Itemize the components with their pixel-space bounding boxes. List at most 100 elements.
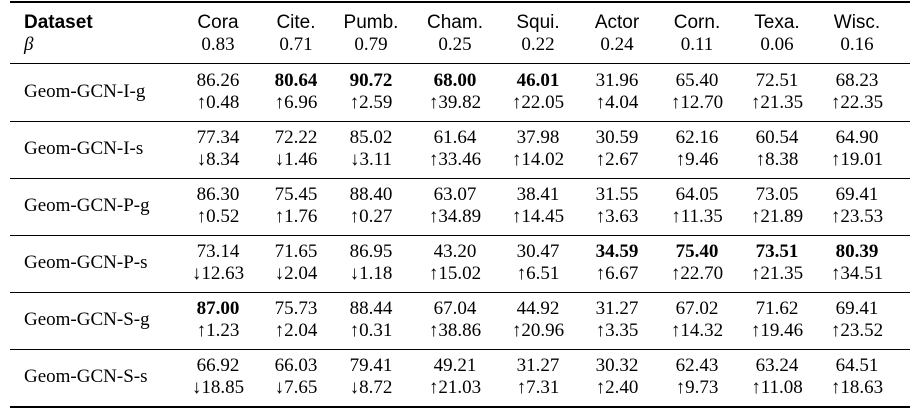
delta-cell: ↓18.85: [191, 377, 245, 398]
delta-cell: ↑7.31: [516, 377, 560, 398]
value-cell: 49.21: [433, 355, 477, 376]
column-beta: 0.83: [201, 34, 235, 55]
delta-cell: ↓2.04: [274, 263, 318, 284]
value-cell: 69.41: [835, 184, 879, 205]
value-cell: 62.43: [675, 355, 719, 376]
value-cell: 62.16: [675, 127, 719, 148]
row-separator: [10, 349, 910, 350]
value-cell: 65.40: [675, 70, 719, 91]
value-cell: 77.34: [196, 127, 240, 148]
delta-cell: ↑0.52: [196, 206, 240, 227]
value-cell: 31.96: [595, 70, 639, 91]
delta-cell: ↑8.38: [755, 149, 799, 170]
row-label: Geom-GCN-I-s: [24, 138, 144, 159]
column-beta: 0.71: [279, 34, 313, 55]
value-cell: 86.26: [196, 70, 240, 91]
delta-cell: ↑19.46: [750, 320, 804, 341]
value-cell: 64.90: [835, 127, 879, 148]
delta-cell: ↑1.23: [196, 320, 240, 341]
delta-cell: ↓12.63: [191, 263, 245, 284]
delta-cell: ↑21.35: [750, 263, 804, 284]
value-cell: 67.04: [433, 298, 477, 319]
value-cell: 61.64: [433, 127, 477, 148]
row-label: Geom-GCN-S-s: [24, 366, 148, 387]
row-separator: [10, 292, 910, 293]
row-separator: [10, 235, 910, 236]
value-cell: 66.03: [274, 355, 318, 376]
delta-cell: ↑34.51: [830, 263, 884, 284]
column-header: Pumb.: [343, 12, 399, 33]
value-cell: 71.65: [274, 241, 318, 262]
value-cell: 30.59: [595, 127, 639, 148]
value-cell: 64.51: [835, 355, 879, 376]
value-cell: 68.23: [835, 70, 879, 91]
value-cell: 63.07: [433, 184, 477, 205]
column-header: Wisc.: [833, 12, 881, 33]
value-cell: 73.14: [196, 241, 240, 262]
table-bottom-rule: [10, 406, 910, 408]
value-cell: 34.59: [595, 241, 639, 262]
delta-cell: ↑2.67: [595, 149, 639, 170]
value-cell: 30.47: [516, 241, 560, 262]
value-cell: 60.54: [755, 127, 799, 148]
value-cell: 73.05: [755, 184, 799, 205]
value-cell: 31.27: [595, 298, 639, 319]
row-separator: [10, 121, 910, 122]
row-label: Geom-GCN-P-g: [24, 195, 150, 216]
column-beta: 0.16: [840, 34, 874, 55]
value-cell: 46.01: [516, 70, 560, 91]
delta-cell: ↑2.04: [274, 320, 318, 341]
delta-cell: ↑0.27: [349, 206, 393, 227]
column-beta: 0.25: [438, 34, 472, 55]
row-separator: [10, 178, 910, 179]
column-beta: 0.79: [354, 34, 388, 55]
delta-cell: ↑38.86: [428, 320, 482, 341]
delta-cell: ↑14.32: [670, 320, 724, 341]
value-cell: 44.92: [516, 298, 560, 319]
delta-cell: ↑3.63: [595, 206, 639, 227]
delta-cell: ↑22.05: [511, 92, 565, 113]
delta-cell: ↓8.72: [349, 377, 393, 398]
table-top-rule: [10, 1, 910, 3]
column-header: Squi.: [516, 12, 560, 33]
value-cell: 72.22: [274, 127, 318, 148]
delta-cell: ↑9.46: [675, 149, 719, 170]
column-beta: 0.11: [680, 34, 714, 55]
delta-cell: ↑1.76: [274, 206, 318, 227]
delta-cell: ↑11.35: [671, 206, 723, 227]
value-cell: 69.41: [835, 298, 879, 319]
delta-cell: ↑4.04: [595, 92, 639, 113]
delta-cell: ↑23.53: [830, 206, 884, 227]
column-beta: 0.24: [600, 34, 634, 55]
value-cell: 71.62: [755, 298, 799, 319]
delta-cell: ↑21.03: [428, 377, 482, 398]
delta-cell: ↓1.18: [349, 263, 393, 284]
delta-cell: ↑39.82: [428, 92, 482, 113]
delta-cell: ↑19.01: [830, 149, 884, 170]
delta-cell: ↑21.35: [750, 92, 804, 113]
value-cell: 63.24: [755, 355, 799, 376]
value-cell: 30.32: [595, 355, 639, 376]
delta-cell: ↑2.40: [595, 377, 639, 398]
delta-cell: ↓7.65: [274, 377, 318, 398]
value-cell: 31.27: [516, 355, 560, 376]
delta-cell: ↑3.35: [595, 320, 639, 341]
column-header: Corn.: [673, 12, 721, 33]
value-cell: 64.05: [675, 184, 719, 205]
value-cell: 72.51: [755, 70, 799, 91]
delta-cell: ↑6.96: [274, 92, 318, 113]
value-cell: 38.41: [516, 184, 560, 205]
delta-cell: ↑18.63: [830, 377, 884, 398]
value-cell: 86.95: [349, 241, 393, 262]
delta-cell: ↑22.35: [830, 92, 884, 113]
delta-cell: ↑21.89: [750, 206, 804, 227]
delta-cell: ↑6.67: [595, 263, 639, 284]
value-cell: 67.02: [675, 298, 719, 319]
value-cell: 75.73: [274, 298, 318, 319]
delta-cell: ↑14.02: [511, 149, 565, 170]
value-cell: 85.02: [349, 127, 393, 148]
delta-cell: ↑11.08: [751, 377, 803, 398]
value-cell: 86.30: [196, 184, 240, 205]
value-cell: 73.51: [755, 241, 799, 262]
beta-header: β: [24, 34, 34, 55]
